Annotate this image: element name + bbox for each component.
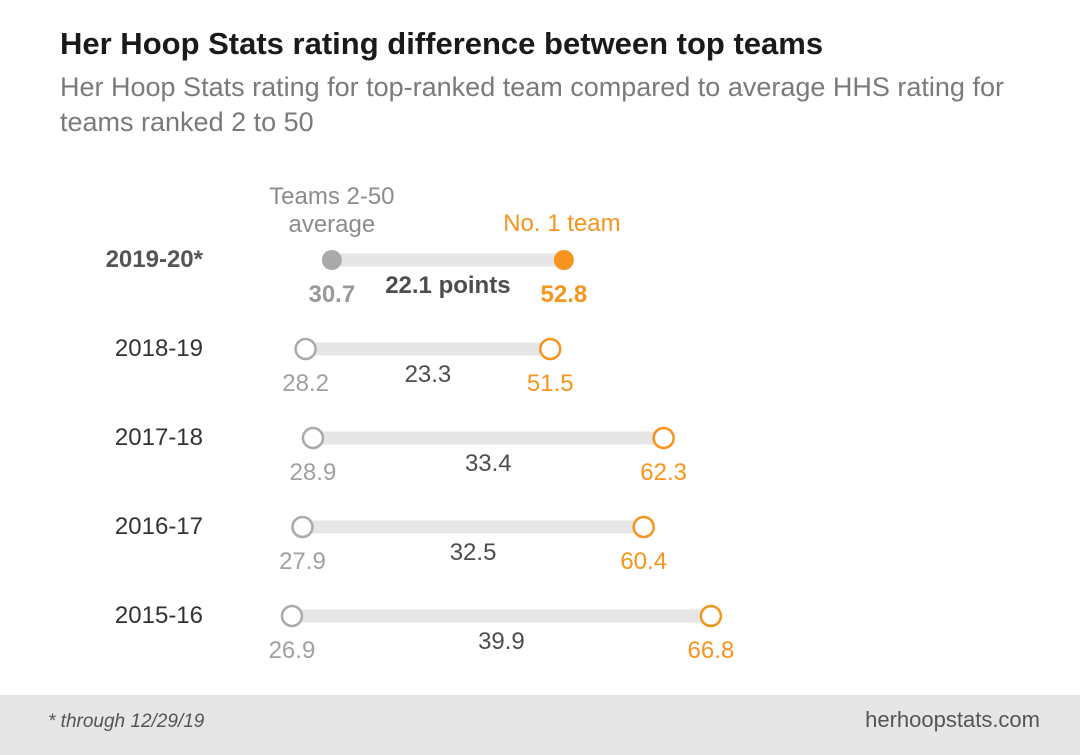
avg-dot xyxy=(280,604,304,628)
difference-label: 39.9 xyxy=(478,628,525,655)
difference-label: 33.4 xyxy=(465,450,512,477)
legend-label-top-team: No. 1 team xyxy=(503,210,620,237)
chart-subtitle: Her Hoop Stats rating for top-ranked tea… xyxy=(60,72,1004,137)
top-team-dot xyxy=(699,604,723,628)
season-label: 2015-16 xyxy=(115,602,203,629)
season-label: 2019-20* xyxy=(106,246,204,273)
footer-bar: * through 12/29/19 herhoopstats.com xyxy=(0,695,1080,755)
chart-title: Her Hoop Stats rating difference between… xyxy=(60,26,824,61)
legend-label-average-line1: Teams 2-50 xyxy=(269,183,394,210)
top-team-value-label: 60.4 xyxy=(620,548,667,575)
top-team-value-label: 62.3 xyxy=(640,459,687,486)
top-team-value-label: 51.5 xyxy=(527,370,574,397)
avg-value-label: 27.9 xyxy=(279,548,326,575)
season-label: 2018-19 xyxy=(115,335,203,362)
season-label: 2016-17 xyxy=(115,513,203,540)
top-team-dot xyxy=(652,426,675,450)
source-credit: herhoopstats.com xyxy=(865,707,1040,732)
avg-value-label: 26.9 xyxy=(269,637,316,664)
top-team-dot xyxy=(553,250,574,270)
difference-label: 23.3 xyxy=(405,361,452,388)
avg-value-label: 30.7 xyxy=(308,281,355,308)
top-team-dot xyxy=(539,337,562,361)
avg-value-label: 28.9 xyxy=(290,459,337,486)
difference-label: 32.5 xyxy=(450,539,497,566)
avg-dot xyxy=(321,250,342,270)
top-team-dot xyxy=(632,515,655,539)
avg-value-label: 28.2 xyxy=(282,370,329,397)
avg-dot xyxy=(291,515,314,539)
top-team-value-label: 52.8 xyxy=(541,281,588,308)
avg-dot xyxy=(294,337,317,361)
footnote: * through 12/29/19 xyxy=(48,711,205,732)
legend-label-average-line2: average xyxy=(288,211,375,238)
difference-label: 22.1 points xyxy=(385,272,510,299)
avg-dot xyxy=(301,426,325,450)
season-label: 2017-18 xyxy=(115,424,203,451)
top-team-value-label: 66.8 xyxy=(688,637,735,664)
